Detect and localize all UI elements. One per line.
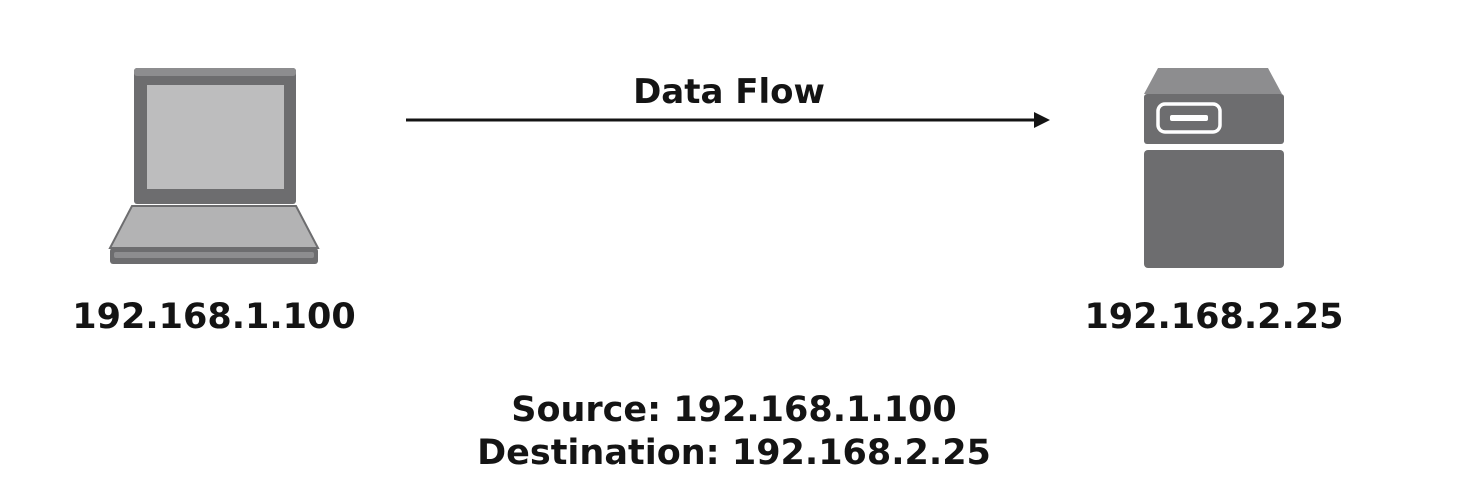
source-ip-label: 192.168.1.100 <box>72 297 356 337</box>
destination-ip-label: 192.168.2.25 <box>1084 297 1344 337</box>
packet-destination-line: Destination: 192.168.2.25 <box>477 433 991 473</box>
server-icon <box>1144 68 1284 268</box>
data-flow-arrow <box>406 112 1050 128</box>
laptop-icon <box>108 68 320 264</box>
data-flow-label: Data Flow <box>633 72 825 112</box>
packet-header-info: Source: 192.168.1.100 Destination: 192.1… <box>384 389 1084 475</box>
packet-source-line: Source: 192.168.1.100 <box>511 390 957 430</box>
